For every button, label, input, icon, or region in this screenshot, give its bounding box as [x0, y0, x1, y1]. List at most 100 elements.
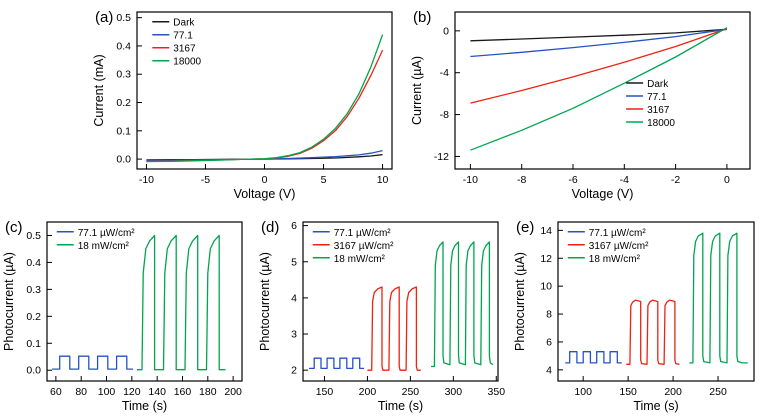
x-tick-label: 180 [199, 386, 217, 398]
y-tick-label: 0 [443, 25, 449, 37]
series-line [431, 241, 494, 368]
series-line [626, 299, 680, 365]
x-tick-label: 10 [377, 174, 389, 186]
legend-label: Dark [173, 18, 195, 29]
chart-canvas: -10 -5 0 5 10 0.0 0.1 0.2 0.3 0.4 0.5 Voltage (V) Cu… [92, 9, 393, 201]
y-tick-label: 0.1 [26, 338, 41, 350]
chart-canvas: -10 -8 -6 -4 -2 0 0 -4 -8 -12 Voltage (V) Current (… [410, 9, 751, 201]
series-line [689, 232, 748, 364]
x-tick-label: 140 [148, 386, 166, 398]
y-tick-label: 0.3 [116, 69, 131, 81]
y-tick-label: 0.4 [26, 257, 41, 269]
x-tick-label: 0 [262, 174, 268, 186]
x-tick-label: 200 [224, 386, 242, 398]
x-tick-label: 200 [359, 386, 377, 398]
y-tick-label: 0.0 [116, 154, 131, 166]
legend-label: 77.1 µW/cm² [78, 228, 136, 239]
x-tick-label: -8 [517, 174, 526, 186]
series-line [367, 286, 421, 371]
panel-letter-label: (e) [516, 219, 534, 236]
y-axis-label: Current (mA) [92, 54, 106, 126]
plot-frame [557, 221, 755, 382]
series-line [52, 355, 134, 370]
series-line [470, 27, 728, 151]
series-line [470, 28, 728, 104]
y-axis-label: Photocurrent (µA) [2, 252, 16, 351]
panel-e-photocurrent-chart: 100 150 200 250 4 6 8 10 12 14 Time (s) Photocurren… [511, 212, 764, 416]
x-axis-label: Time (s) [378, 399, 423, 413]
y-tick-label: 0.3 [26, 284, 41, 296]
y-tick-label: 5 [291, 256, 297, 268]
panel-d-photocurrent-chart: 150 200 250 300 350 2 3 4 5 6 Time (s) Photocurrent… [256, 212, 508, 416]
legend-label: 3167 [173, 44, 196, 55]
panel-b-iv-curve-chart: -10 -8 -6 -4 -2 0 0 -4 -8 -12 Voltage (V) Current (… [408, 2, 760, 204]
panel-letter-label: (b) [413, 9, 431, 26]
chart-canvas: 60 80 100 120 140 160 180 200 0.0 0.1 0.2 0.3 0.4 0.5… [2, 219, 243, 413]
x-tick-label: -10 [139, 174, 154, 186]
x-tick-label: 300 [445, 386, 463, 398]
y-tick-label: 0.2 [26, 311, 41, 323]
series-line [136, 234, 226, 371]
legend-label: 3167 µW/cm² [334, 241, 394, 252]
x-tick-label: 60 [50, 386, 62, 398]
y-axis-label: Current (µA) [410, 56, 424, 125]
x-tick-label: 350 [488, 386, 506, 398]
x-tick-label: 160 [174, 386, 192, 398]
series-line [470, 28, 727, 42]
y-tick-label: 8 [546, 309, 552, 321]
chart-canvas: 150 200 250 300 350 2 3 4 5 6 Time (s) Photocurrent… [258, 219, 506, 413]
plot-frame [302, 221, 499, 382]
legend-label: 18 mW/cm² [334, 254, 386, 265]
legend-label: 18000 [173, 57, 201, 68]
x-tick-label: 5 [321, 174, 327, 186]
series-line [309, 357, 364, 370]
legend-label: 77.1 [647, 92, 667, 103]
legend-label: 77.1 µW/cm² [589, 228, 647, 239]
x-axis-label: Time (s) [122, 399, 167, 413]
legend-label: 77.1 µW/cm² [334, 228, 392, 239]
legend-label: 18000 [647, 118, 675, 129]
legend-label: 18 mW/cm² [78, 241, 130, 252]
y-tick-label: 10 [540, 281, 552, 293]
y-tick-label: 0.4 [116, 40, 131, 52]
panel-a-iv-curve-chart: -10 -5 0 5 10 0.0 0.1 0.2 0.3 0.4 0.5 Voltage (V) Cu… [90, 2, 402, 204]
y-tick-label: -4 [440, 67, 449, 79]
series-line [146, 34, 384, 163]
x-tick-label: 200 [664, 386, 682, 398]
y-tick-label: 0.5 [116, 12, 131, 24]
y-tick-label: 3 [291, 329, 297, 341]
x-tick-label: -2 [671, 174, 680, 186]
x-tick-label: 0 [724, 174, 730, 186]
series-line [565, 351, 622, 364]
y-axis-label: Photocurrent (µA) [513, 252, 527, 351]
x-tick-label: 250 [709, 386, 727, 398]
y-tick-label: 2 [291, 365, 297, 377]
panel-letter-label: (a) [95, 9, 113, 26]
y-axis-label: Photocurrent (µA) [258, 252, 272, 351]
x-tick-label: -10 [463, 174, 478, 186]
y-tick-label: 6 [546, 336, 552, 348]
x-tick-label: -6 [568, 174, 577, 186]
x-tick-label: 100 [98, 386, 116, 398]
y-tick-label: 0.0 [26, 365, 41, 377]
x-axis-label: Time (s) [633, 399, 678, 413]
y-tick-label: 12 [540, 253, 552, 265]
legend-label: 3167 [647, 105, 670, 116]
y-tick-label: 14 [540, 225, 552, 237]
y-tick-label: 4 [546, 364, 552, 376]
x-axis-label: Voltage (V) [572, 187, 634, 201]
x-tick-label: 150 [316, 386, 334, 398]
x-tick-label: -4 [620, 174, 629, 186]
panel-letter-label: (d) [261, 219, 279, 236]
y-tick-label: 0.5 [26, 230, 41, 242]
y-tick-label: 6 [291, 220, 297, 232]
panel-c-photocurrent-chart: 60 80 100 120 140 160 180 200 0.0 0.1 0.2 0.3 0.4 0.5… [0, 212, 252, 416]
x-tick-label: 120 [123, 386, 141, 398]
y-tick-label: 4 [291, 292, 297, 304]
plot-frame [454, 11, 751, 170]
x-tick-label: 150 [619, 386, 637, 398]
x-axis-label: Voltage (V) [234, 187, 296, 201]
x-tick-label: -5 [201, 174, 210, 186]
x-tick-label: 80 [75, 386, 87, 398]
